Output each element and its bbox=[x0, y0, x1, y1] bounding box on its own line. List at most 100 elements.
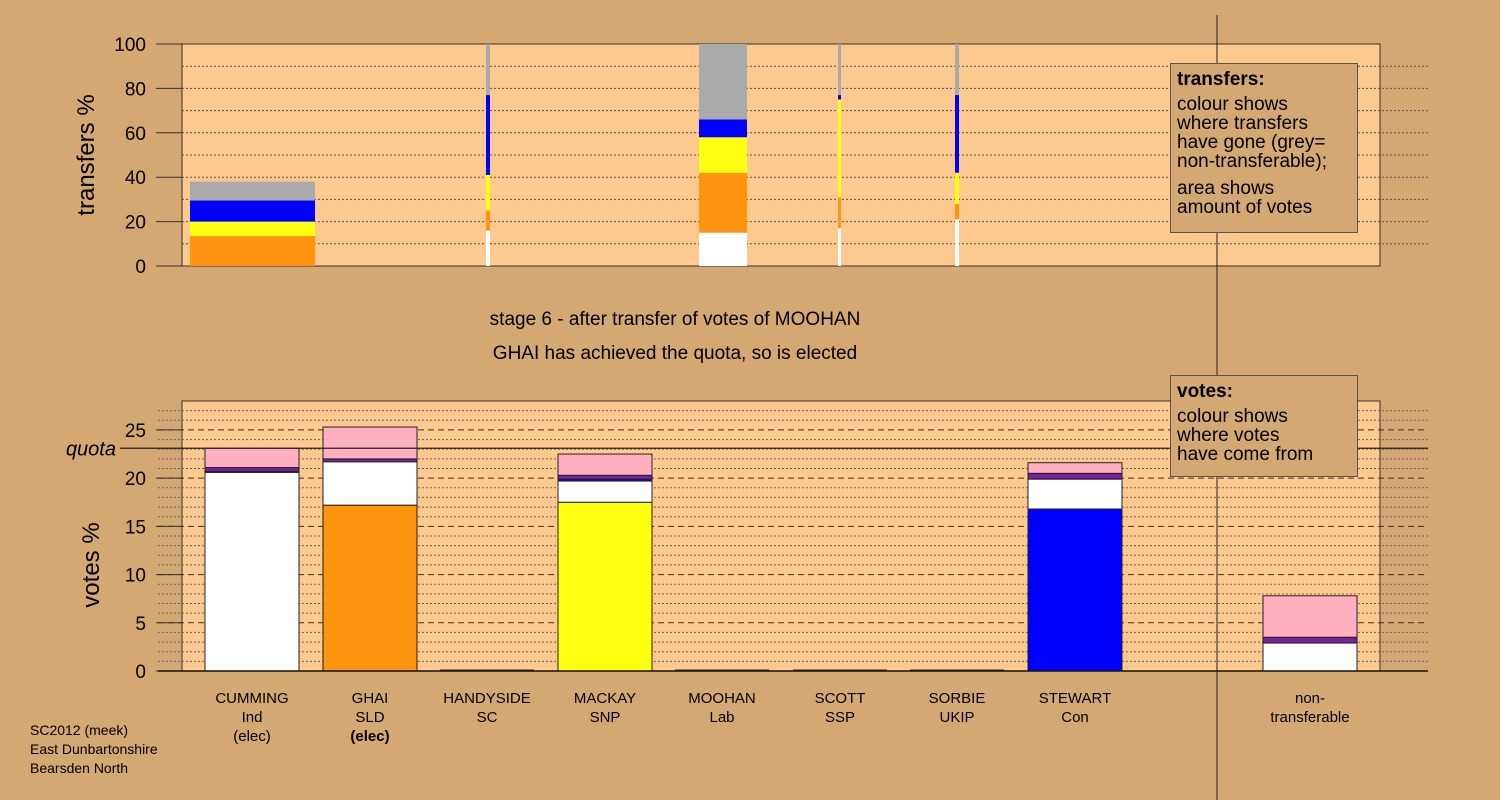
candidate-name: HANDYSIDE bbox=[443, 690, 531, 707]
transfers-legend-line: non-transferable); bbox=[1177, 151, 1327, 172]
transfer-bar-segment-cumming bbox=[190, 236, 315, 266]
transfers-legend-line: colour shows bbox=[1177, 94, 1288, 115]
candidate-name: CUMMING bbox=[215, 690, 289, 707]
vote-bar-segment-stewart bbox=[1027, 478, 1123, 510]
transfer-bar-segment-sorbie bbox=[955, 219, 959, 266]
transfers-tick-label: 0 bbox=[135, 257, 146, 278]
nontransferable-label-line1: non- bbox=[1294, 690, 1326, 707]
vote-bar-segment-non-transferable bbox=[1262, 636, 1358, 644]
votes-legend-line: where votes bbox=[1177, 425, 1280, 446]
candidate-name: GHAI bbox=[351, 690, 389, 707]
transfer-bar-segment-handyside bbox=[486, 95, 490, 175]
transfer-bar-segment-sorbie bbox=[955, 203, 959, 220]
votes-tick-label: 0 bbox=[135, 662, 146, 683]
transfer-bar-segment-moohan bbox=[699, 232, 747, 266]
transfer-bar-segment-scott bbox=[838, 99, 841, 198]
transfer-bar-segment-handyside bbox=[486, 44, 490, 96]
transfer-bar-segment-scott bbox=[838, 44, 841, 96]
votes-tick-label: 20 bbox=[125, 469, 146, 490]
candidate-party: UKIP bbox=[939, 709, 975, 726]
vote-bar-segment-mackay bbox=[557, 474, 653, 480]
candidate-party: Con bbox=[1061, 709, 1089, 726]
transfers-legend-box: transfers: colour shows where transfers … bbox=[1170, 63, 1358, 233]
vote-bar-segment-ghai bbox=[322, 504, 418, 672]
transfer-bar-segment-scott bbox=[838, 228, 841, 266]
vote-bar-segment-stewart bbox=[1027, 472, 1123, 480]
votes-tick-label: 5 bbox=[135, 614, 146, 635]
candidate-label-stewart: STEWART Con bbox=[1015, 689, 1135, 727]
nontransferable-label-line2: transferable bbox=[1270, 709, 1350, 726]
vote-bar-segment-non-transferable bbox=[1262, 642, 1358, 672]
votes-axis-label: votes % bbox=[78, 522, 105, 607]
transfer-bar-segment-moohan bbox=[699, 119, 747, 138]
candidate-party: Ind bbox=[241, 709, 263, 726]
transfers-legend-line: have gone (grey= bbox=[1177, 132, 1326, 153]
transfers-tick-label: 60 bbox=[125, 124, 146, 145]
votes-tick-label: 10 bbox=[125, 566, 146, 587]
candidate-label-scott: SCOTT SSP bbox=[780, 689, 900, 727]
votes-tick-label: 25 bbox=[125, 421, 146, 442]
candidate-party: SC bbox=[476, 709, 498, 726]
candidate-label-moohan: MOOHAN Lab bbox=[662, 689, 782, 727]
votes-legend-line: colour shows bbox=[1177, 406, 1288, 427]
transfer-bar-segment-moohan bbox=[699, 172, 747, 233]
candidate-name: SORBIE bbox=[928, 690, 986, 707]
transfers-tick-label: 100 bbox=[114, 35, 146, 56]
transfer-bar-segment-sorbie bbox=[955, 172, 959, 204]
vote-bar-segment-mackay bbox=[557, 453, 653, 476]
candidate-status: (elec) bbox=[350, 728, 390, 745]
candidate-party: SLD bbox=[355, 709, 385, 726]
transfers-tick-label: 20 bbox=[125, 213, 146, 234]
transfer-bar-segment-scott bbox=[838, 95, 841, 100]
transfer-bar-segment-moohan bbox=[699, 137, 747, 173]
transfer-bar-segment-sorbie bbox=[955, 95, 959, 173]
candidate-label-cumming: CUMMING Ind (elec) bbox=[192, 689, 312, 746]
source-line: East Dunbartonshire bbox=[30, 741, 158, 757]
candidate-name: SCOTT bbox=[814, 690, 866, 707]
votes-tick-label: 15 bbox=[125, 517, 146, 538]
elected-caption: GHAI has achieved the quota, so is elect… bbox=[492, 343, 858, 364]
transfer-bar-segment-cumming bbox=[190, 221, 315, 237]
vote-bar-segment-ghai bbox=[322, 426, 418, 460]
transfer-bar-segment-cumming bbox=[190, 181, 315, 201]
vote-bar-segment-stewart bbox=[1027, 508, 1123, 672]
transfer-bar-segment-scott bbox=[838, 197, 841, 229]
candidate-status: (elec) bbox=[233, 728, 271, 745]
transfer-bar-segment-handyside bbox=[486, 210, 490, 231]
transfer-bar-segment-moohan bbox=[699, 44, 747, 120]
vote-bar-segment-mackay bbox=[557, 501, 653, 672]
transfer-bar-segment-handyside bbox=[486, 174, 490, 211]
candidate-name: MACKAY bbox=[573, 690, 637, 707]
source-line: Bearsden North bbox=[30, 760, 129, 776]
stage-caption: stage 6 - after transfer of votes of MOO… bbox=[489, 309, 861, 330]
votes-legend-box: votes: colour shows where votes have com… bbox=[1170, 375, 1358, 477]
candidate-label-mackay: MACKAY SNP bbox=[545, 689, 665, 727]
candidate-label-ghai: GHAI SLD (elec) bbox=[310, 689, 430, 746]
vote-bar-segment-cumming bbox=[204, 467, 300, 472]
transfers-axis-label: transfers % bbox=[73, 94, 100, 215]
candidate-label-handyside: HANDYSIDE SC bbox=[427, 689, 547, 727]
transfers-legend-line: area shows bbox=[1177, 178, 1275, 199]
candidate-party: Lab bbox=[709, 709, 735, 726]
vote-bar-segment-ghai bbox=[322, 461, 418, 506]
source-note: SC2012 (meek) East Dunbartonshire Bearsd… bbox=[30, 721, 158, 778]
transfers-legend-heading: transfers: bbox=[1177, 69, 1265, 90]
source-line: SC2012 (meek) bbox=[30, 722, 129, 738]
votes-legend-heading: votes: bbox=[1177, 381, 1233, 402]
nontransferable-label: non- transferable bbox=[1250, 689, 1370, 727]
transfer-bar-segment-sorbie bbox=[955, 44, 959, 96]
transfers-tick-label: 40 bbox=[125, 168, 146, 189]
transfers-legend-line: amount of votes bbox=[1177, 197, 1313, 218]
candidate-party: SNP bbox=[589, 709, 621, 726]
candidate-name: MOOHAN bbox=[688, 690, 756, 707]
vote-bar-segment-cumming bbox=[204, 447, 300, 469]
transfer-bar-segment-cumming bbox=[190, 200, 315, 222]
transfers-legend-line: where transfers bbox=[1177, 113, 1308, 134]
transfers-tick-label: 80 bbox=[125, 79, 146, 100]
vote-bar-segment-cumming bbox=[204, 471, 300, 672]
candidate-label-sorbie: SORBIE UKIP bbox=[897, 689, 1017, 727]
candidate-name: STEWART bbox=[1038, 690, 1112, 707]
candidate-party: SSP bbox=[824, 709, 855, 726]
vote-bar-segment-mackay bbox=[557, 480, 653, 503]
transfer-bar-segment-handyside bbox=[486, 230, 490, 266]
